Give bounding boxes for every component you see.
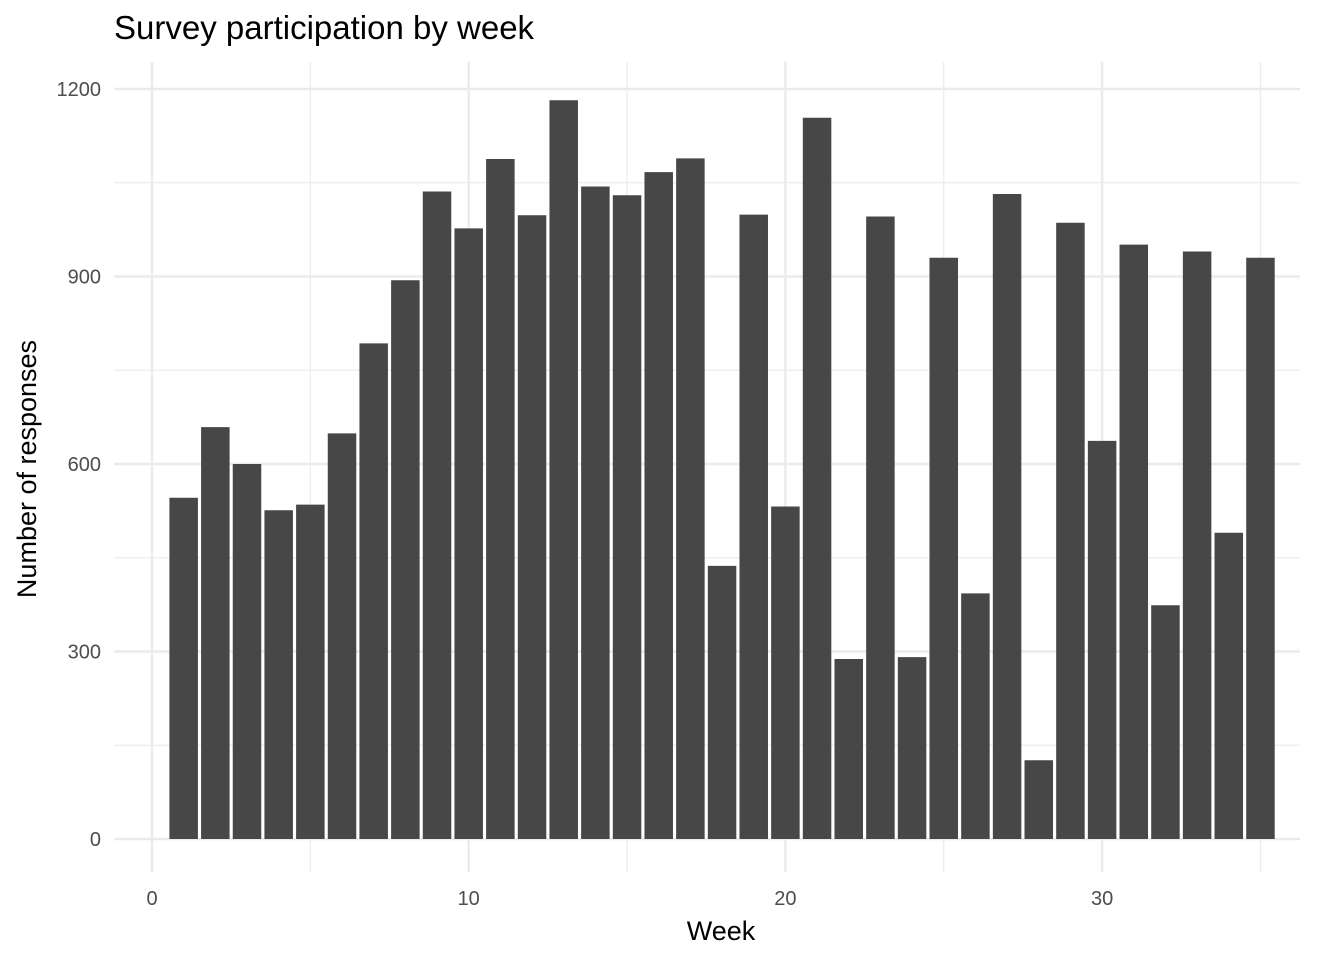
bar-week-13 [549, 100, 578, 839]
bar-week-16 [644, 172, 673, 839]
bar-week-27 [992, 194, 1022, 839]
bar-week-6 [327, 433, 357, 839]
bar-week-9 [422, 191, 452, 839]
bar-week-34 [1214, 532, 1244, 839]
bar-week-22 [834, 659, 863, 839]
bar-week-15 [612, 195, 642, 839]
x-tick-label: 10 [458, 888, 480, 910]
bar-week-3 [232, 464, 262, 839]
x-tick-label: 30 [1091, 888, 1113, 910]
bar-week-11 [486, 159, 515, 839]
bar-week-19 [739, 214, 768, 839]
bar-week-25 [929, 257, 959, 839]
bar-week-31 [1119, 244, 1149, 839]
bar-week-2 [201, 427, 230, 839]
bar-week-14 [581, 186, 610, 839]
y-tick-label: 1200 [57, 79, 102, 101]
bar-week-10 [454, 228, 483, 839]
bar-week-26 [961, 593, 990, 839]
bar-week-4 [264, 510, 293, 839]
bar-week-30 [1087, 440, 1117, 839]
x-tick-label: 20 [774, 888, 796, 910]
bar-week-28 [1024, 760, 1054, 839]
bar-week-24 [897, 657, 927, 839]
x-axis-title: Week [687, 916, 756, 946]
bar-week-32 [1151, 605, 1180, 839]
bar-week-35 [1246, 257, 1275, 839]
y-tick-label: 0 [90, 829, 101, 851]
bar-week-33 [1182, 251, 1212, 839]
y-axis-title: Number of responses [12, 340, 42, 598]
bar-week-17 [676, 158, 705, 839]
x-tick-label: 0 [146, 888, 157, 910]
bar-week-20 [771, 506, 800, 839]
bar-week-12 [517, 215, 547, 839]
bar-week-8 [391, 280, 420, 839]
bar-week-21 [802, 117, 832, 839]
y-axis-ticks: 0 300 600 900 1200 [57, 79, 102, 851]
y-tick-label: 900 [68, 267, 101, 289]
bars [169, 100, 1275, 839]
chart-title: Survey participation by week [114, 9, 535, 46]
y-tick-label: 300 [68, 642, 101, 664]
bar-week-7 [359, 343, 388, 839]
x-axis-ticks: 0 10 20 30 [146, 888, 1113, 910]
bar-week-29 [1056, 222, 1085, 839]
bar-week-18 [707, 565, 737, 839]
bar-week-23 [866, 216, 895, 839]
bar-week-5 [296, 504, 325, 839]
bar-week-1 [169, 497, 198, 839]
y-tick-label: 600 [68, 454, 101, 476]
